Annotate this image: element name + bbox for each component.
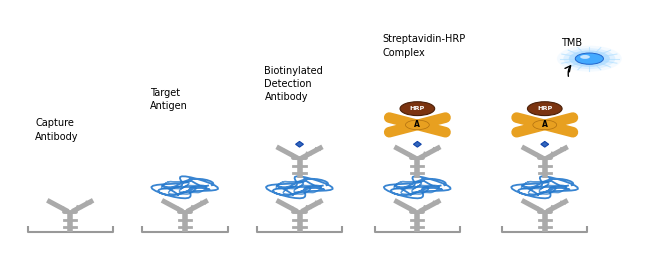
Polygon shape: [296, 141, 304, 147]
Text: HRP: HRP: [410, 106, 425, 111]
Text: HRP: HRP: [537, 106, 552, 111]
Circle shape: [569, 50, 610, 67]
Text: A: A: [415, 120, 421, 129]
Circle shape: [533, 120, 556, 130]
Circle shape: [400, 102, 435, 116]
Circle shape: [557, 46, 622, 72]
Text: A: A: [542, 120, 548, 129]
Text: Capture
Antibody: Capture Antibody: [35, 118, 79, 142]
Polygon shape: [413, 141, 421, 147]
Text: Streptavidin-HRP
Complex: Streptavidin-HRP Complex: [382, 34, 465, 57]
Circle shape: [564, 48, 616, 69]
Circle shape: [580, 55, 590, 59]
Text: TMB: TMB: [561, 38, 582, 48]
Text: Biotinylated
Detection
Antibody: Biotinylated Detection Antibody: [265, 66, 323, 102]
Circle shape: [406, 120, 429, 130]
Circle shape: [575, 53, 603, 64]
Text: Target
Antigen: Target Antigen: [150, 88, 188, 111]
Polygon shape: [541, 141, 549, 147]
Circle shape: [527, 102, 562, 116]
